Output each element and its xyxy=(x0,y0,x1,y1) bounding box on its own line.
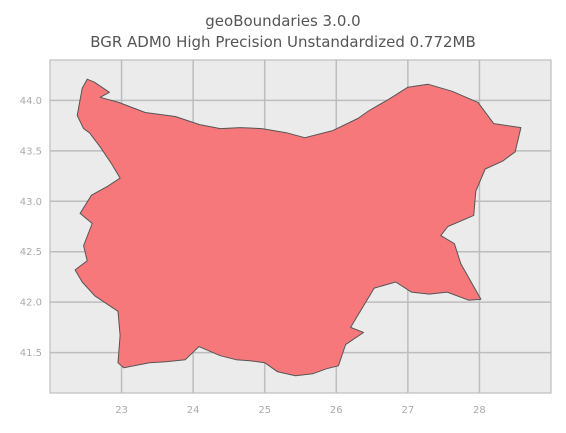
x-tick-label: 23 xyxy=(115,405,128,416)
x-tick-label: 24 xyxy=(187,405,200,416)
x-axis-ticks: 23 24 25 26 27 28 xyxy=(115,405,486,416)
country-boundary xyxy=(74,78,522,377)
x-tick-label: 28 xyxy=(473,405,486,416)
y-axis-ticks: 44.0 43.5 43.0 42.5 42.0 41.5 xyxy=(20,96,42,359)
x-tick-label: 27 xyxy=(401,405,414,416)
y-tick-label: 42.0 xyxy=(20,298,42,309)
y-tick-label: 43.5 xyxy=(20,146,42,157)
y-tick-label: 41.5 xyxy=(20,348,42,359)
x-tick-label: 25 xyxy=(258,405,271,416)
y-tick-label: 42.5 xyxy=(20,247,42,258)
map-subtitle: BGR ADM0 High Precision Unstandardized 0… xyxy=(90,33,476,51)
plot-frame xyxy=(49,59,552,394)
x-tick-label: 26 xyxy=(330,405,343,416)
y-tick-label: 44.0 xyxy=(20,96,42,107)
map-title: geoBoundaries 3.0.0 xyxy=(205,12,361,30)
y-tick-label: 43.0 xyxy=(20,197,42,208)
